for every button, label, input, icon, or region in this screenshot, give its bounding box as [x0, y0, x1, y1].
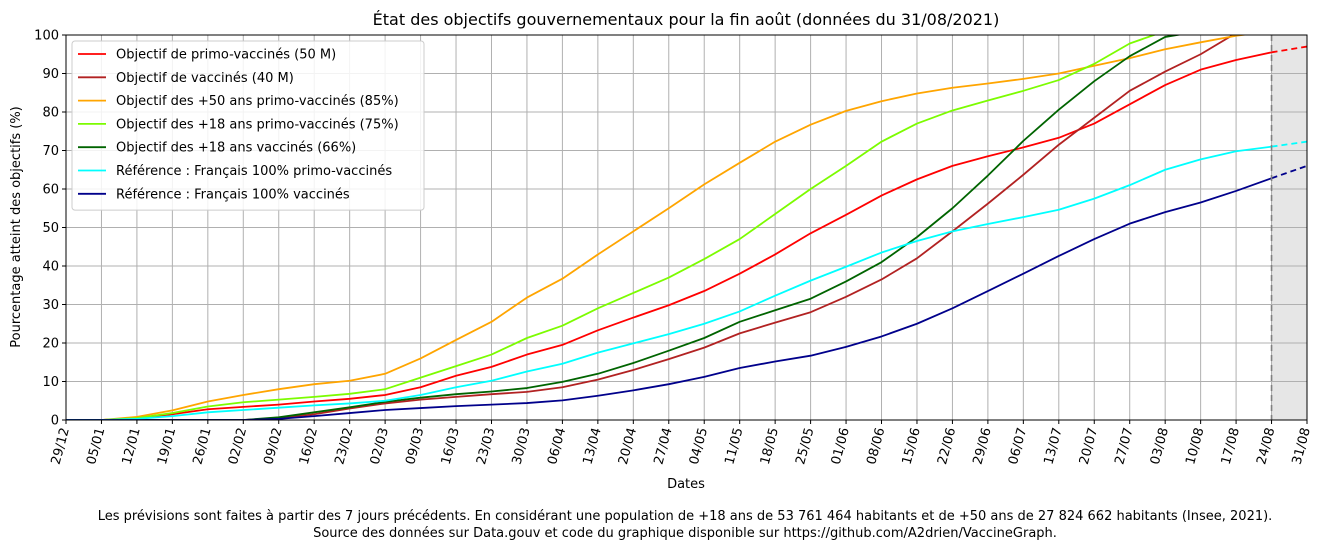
x-tick-label: 08/06 [864, 426, 888, 466]
x-tick-label: 20/04 [616, 426, 640, 466]
legend: Objectif de primo-vaccinés (50 M) Objecti… [71, 40, 425, 211]
y-tick-label: 90 [42, 67, 59, 82]
x-tick-label: 16/03 [439, 426, 463, 466]
series-forecast-line [1271, 165, 1307, 180]
y-tick-label: 0 [51, 414, 59, 429]
series-line [66, 35, 1183, 420]
x-tick-label: 20/07 [1077, 426, 1101, 466]
x-tick-label: 26/01 [191, 426, 215, 466]
y-tick-label: 50 [42, 221, 59, 236]
x-tick-label: 22/06 [935, 426, 959, 466]
legend-box [71, 40, 425, 211]
legend-label: Objectif de primo-vaccinés (50 M) [116, 48, 336, 63]
x-tick-label: 31/08 [1290, 426, 1314, 466]
x-tick-label: 06/04 [545, 426, 569, 466]
footer-source: Source des données sur Data.gouv et code… [313, 526, 1057, 541]
y-tick-label: 40 [42, 260, 59, 275]
x-tick-label: 11/05 [722, 426, 746, 466]
x-tick-label: 18/05 [758, 426, 782, 466]
x-tick-label: 12/01 [120, 426, 144, 466]
footer-note: Les prévisions sont faites à partir des … [97, 509, 1273, 524]
series-line [66, 35, 1157, 420]
y-tick-label: 70 [42, 144, 59, 159]
series-layer [66, 35, 1307, 420]
x-tick-label: 17/08 [1219, 426, 1243, 466]
x-tick-label: 25/05 [793, 426, 817, 466]
y-axis-label: Pourcentage atteint des objectifs (%) [9, 106, 24, 348]
x-tick-label: 27/07 [1112, 426, 1136, 466]
x-tick-label: 03/08 [1148, 426, 1172, 466]
y-tick-label: 100 [34, 29, 59, 44]
legend-label: Objectif de vaccinés (40 M) [116, 71, 294, 86]
y-tick-label: 20 [42, 337, 59, 352]
x-tick-label: 29/12 [49, 426, 73, 466]
x-tick-label: 15/06 [900, 426, 924, 466]
x-tick-label: 01/06 [829, 426, 853, 466]
x-tick-label: 23/03 [474, 426, 498, 466]
chart: 0 10 20 30 40 50 60 70 80 90 100 29/12 05/01 12/01 19/… [9, 10, 1314, 492]
legend-label: Objectif des +50 ans primo-vaccinés (85%… [116, 94, 399, 109]
x-tick-label: 16/02 [297, 426, 321, 466]
x-tick-label: 13/07 [1041, 426, 1065, 466]
y-tick-label: 10 [42, 375, 59, 390]
x-axis-label: Dates [667, 477, 705, 492]
x-tick-label: 30/03 [510, 426, 534, 466]
y-tick-label: 80 [42, 106, 59, 121]
x-tick-label: 27/04 [651, 426, 675, 466]
y-tick-label: 30 [42, 298, 59, 313]
x-tick-label: 09/02 [261, 426, 285, 466]
x-tick-label: 02/02 [226, 426, 250, 466]
series-line [66, 51, 1272, 420]
legend-label: Référence : Français 100% vaccinés [116, 187, 350, 202]
y-tick-label: 60 [42, 183, 59, 198]
x-tick-label: 10/08 [1183, 426, 1207, 466]
x-tick-label: 09/03 [403, 426, 427, 466]
x-tick-label: 06/07 [1006, 426, 1030, 466]
x-tick-label: 02/03 [368, 426, 392, 466]
legend-label: Objectif des +18 ans vaccinés (66%) [116, 141, 356, 156]
x-tick-label: 29/06 [971, 426, 995, 466]
x-tick-label: 24/08 [1254, 426, 1278, 466]
legend-label: Référence : Français 100% primo-vaccinés [116, 164, 392, 179]
series-line [66, 145, 1272, 420]
x-tick-label: 19/01 [155, 426, 179, 466]
x-tick-label: 13/04 [581, 426, 605, 466]
series-forecast-line [1271, 45, 1307, 54]
series-line [66, 177, 1272, 420]
x-tick-label: 04/05 [687, 426, 711, 466]
legend-label: Objectif des +18 ans primo-vaccinés (75%… [116, 117, 399, 132]
series-line [66, 35, 1249, 420]
series-forecast-line [1271, 140, 1307, 148]
x-tick-label: 23/02 [332, 426, 356, 466]
x-tick-label: 05/01 [84, 426, 108, 466]
chart-title: État des objectifs gouvernementaux pour … [373, 10, 1000, 29]
